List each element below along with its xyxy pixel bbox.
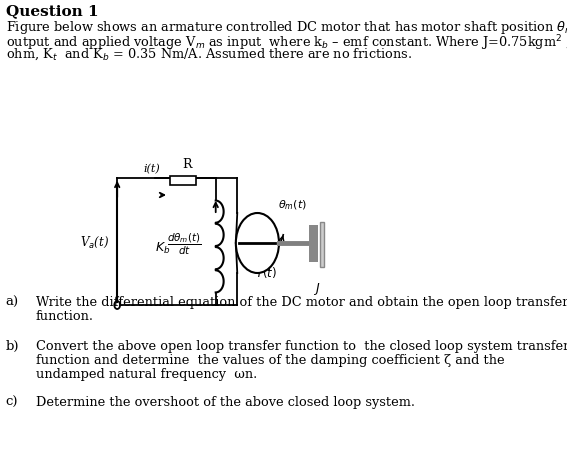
Text: i(t): i(t) xyxy=(144,164,160,174)
Text: c): c) xyxy=(6,396,18,409)
Text: ohm, K$_t$  and K$_b$ = 0.35 Nm/A. Assumed there are no frictions.: ohm, K$_t$ and K$_b$ = 0.35 Nm/A. Assume… xyxy=(6,47,412,62)
Text: b): b) xyxy=(6,340,19,353)
Bar xyxy=(320,222,324,267)
Text: a): a) xyxy=(6,296,19,309)
Text: $J$: $J$ xyxy=(312,281,320,297)
Text: $T(t)$: $T(t)$ xyxy=(255,265,277,280)
Text: Figure below shows an armature controlled DC motor that has motor shaft position: Figure below shows an armature controlle… xyxy=(6,19,567,36)
Bar xyxy=(171,176,196,185)
Text: R: R xyxy=(182,158,192,171)
Text: $\dfrac{d\theta_m(t)}{dt}$: $\dfrac{d\theta_m(t)}{dt}$ xyxy=(167,231,201,257)
Text: Question 1: Question 1 xyxy=(6,4,99,18)
Text: output and applied voltage V$_m$ as input  where k$_b$ – emf constant. Where J=0: output and applied voltage V$_m$ as inpu… xyxy=(6,33,567,53)
Text: undamped natural frequency  ωn.: undamped natural frequency ωn. xyxy=(36,368,257,381)
Circle shape xyxy=(236,213,279,273)
Text: Determine the overshoot of the above closed loop system.: Determine the overshoot of the above clo… xyxy=(36,396,415,409)
Text: function and determine  the values of the damping coefficient ζ and the: function and determine the values of the… xyxy=(36,354,505,367)
Bar xyxy=(309,225,318,262)
Text: Write the differential equation of the DC motor and obtain the open loop transfe: Write the differential equation of the D… xyxy=(36,296,567,309)
Text: V$_a$(t): V$_a$(t) xyxy=(80,235,109,250)
Text: $\theta_m(t)$: $\theta_m(t)$ xyxy=(277,198,306,212)
Text: $K_b$: $K_b$ xyxy=(155,241,170,256)
Text: function.: function. xyxy=(36,310,94,323)
Text: Convert the above open loop transfer function to  the closed loop system transfe: Convert the above open loop transfer fun… xyxy=(36,340,567,353)
